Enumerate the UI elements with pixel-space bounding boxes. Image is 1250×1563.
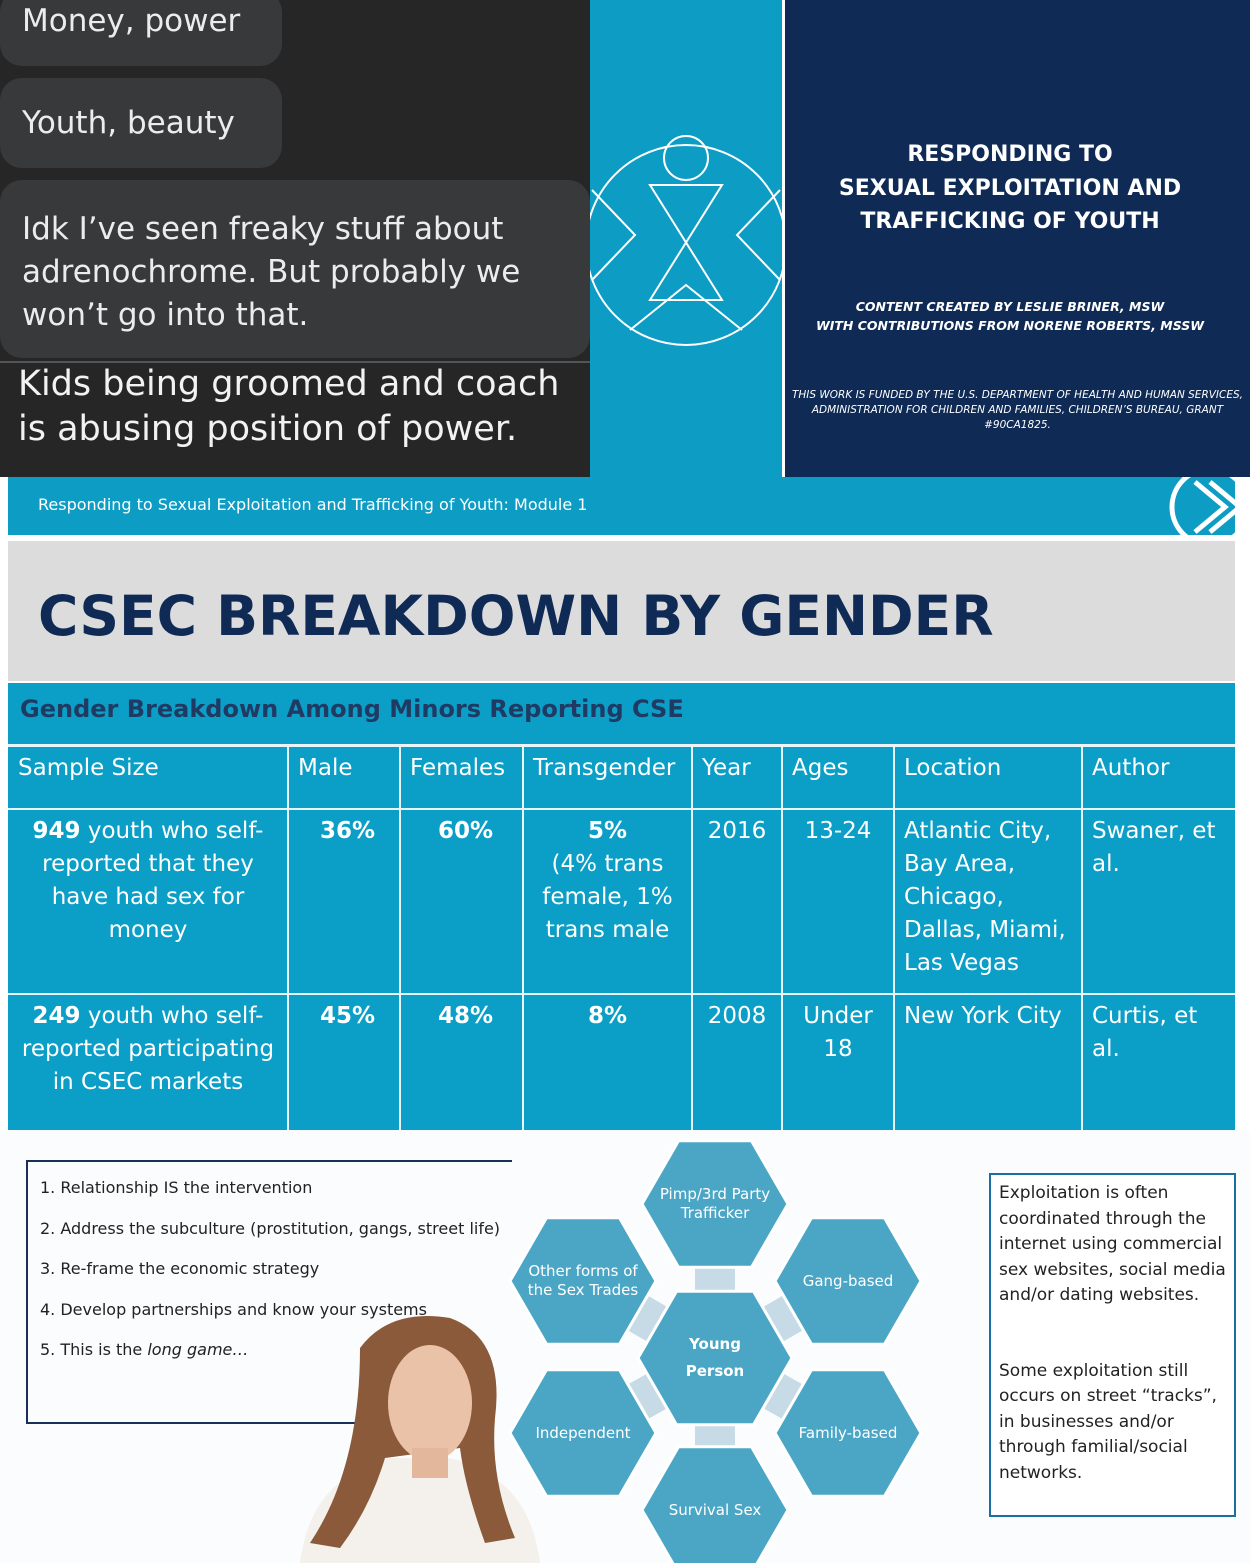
- row-divider: [8, 993, 1235, 995]
- logo-panel: [590, 0, 785, 477]
- females-cell: 48%: [438, 1003, 494, 1029]
- year-cell: 2008: [707, 1003, 767, 1029]
- title-line: TRAFFICKING OF YOUTH: [860, 209, 1160, 234]
- sample-text: youth who self-reported that they have h…: [42, 818, 264, 943]
- hexagon: [773, 1216, 923, 1346]
- author-cell: Swaner, et al.: [1092, 818, 1216, 877]
- location-cell: New York City: [904, 1003, 1062, 1029]
- list-item: 2. Address the subculture (prostitution,…: [40, 1218, 501, 1238]
- sample-text: youth who self-reported participating in…: [21, 1003, 275, 1095]
- table: [8, 683, 1235, 1130]
- credit-line: WITH CONTRIBUTIONS FROM NORENE ROBERTS, …: [815, 318, 1205, 333]
- row-divider: [8, 744, 1235, 747]
- col-divider: [522, 747, 524, 1130]
- col-divider: [1081, 747, 1083, 1130]
- slide-title: CSEC BREAKDOWN BY GENDER: [38, 584, 994, 648]
- credit-line: CONTENT CREATED BY LESLIE BRINER, MSW: [855, 299, 1165, 314]
- col-divider: [691, 747, 693, 1130]
- transgender-value: 5%: [587, 818, 628, 844]
- author-cell: Curtis, et al.: [1092, 1003, 1198, 1062]
- hexagon-label: Family-based: [798, 1423, 898, 1442]
- funding-note: THIS WORK IS FUNDED BY THE U.S. DEPARTME…: [792, 389, 1243, 431]
- hexagon-label: Survival Sex: [668, 1500, 762, 1519]
- sample-cell: 949 youth who self-reported that they ha…: [8, 815, 288, 947]
- hexagon: [508, 1368, 658, 1498]
- list-item: 1. Relationship IS the intervention: [40, 1178, 313, 1197]
- chat-message: Kids being groomed and coach is abusing …: [18, 364, 560, 449]
- column-header: Sample Size: [18, 755, 159, 781]
- hexagon: [636, 1289, 794, 1427]
- list-lead: 5. This is the: [40, 1340, 143, 1359]
- slide: Responding to Sexual Exploitation and Tr…: [0, 477, 1250, 1130]
- hexagon: [508, 1216, 658, 1346]
- title-block: RESPONDING TO SEXUAL EXPLOITATION AND TR…: [785, 138, 1235, 239]
- column-header: Transgender: [533, 755, 676, 781]
- presenter: [300, 1316, 540, 1563]
- male-cell: 45%: [320, 1003, 376, 1029]
- column-header: Ages: [792, 755, 849, 781]
- nav-icon: [1169, 477, 1250, 539]
- box-line: [26, 1422, 406, 1424]
- column-header: Year: [702, 755, 751, 781]
- list-emphasis: long game…: [147, 1340, 249, 1359]
- transgender-cell: 8%: [523, 1000, 692, 1033]
- hexagon-label: Pimp/3rd Party Trafficker: [659, 1185, 771, 1222]
- strategy-list: 1. Relationship IS the intervention 2. A…: [40, 1168, 500, 1371]
- chat-panel: Money, power Youth, beauty Idk I’ve seen…: [0, 0, 590, 477]
- hexagon: [773, 1368, 923, 1498]
- divider: [0, 361, 590, 363]
- hexagon-diagram: [508, 1139, 923, 1563]
- list-item: 5. This is the long game…: [40, 1330, 500, 1371]
- info-paragraph: Exploitation is often coordinated throug…: [999, 1183, 1226, 1305]
- transgender-value: 8%: [587, 1003, 628, 1029]
- column-header: Author: [1092, 755, 1170, 781]
- females-cell: 60%: [438, 818, 494, 844]
- slide-header: [8, 477, 1235, 535]
- info-box: Exploitation is often coordinated throug…: [989, 1173, 1236, 1517]
- hexagon: [640, 1445, 790, 1563]
- table-caption: Gender Breakdown Among Minors Reporting …: [20, 695, 684, 723]
- chat-bubble: Youth, beauty: [0, 78, 282, 168]
- transgender-cell: 5% (4% trans female, 1% trans male: [523, 815, 692, 947]
- chat-bubble: Money, power: [0, 0, 282, 66]
- credits: CONTENT CREATED BY LESLIE BRINER, MSW WI…: [785, 297, 1235, 335]
- sample-cell: 249 youth who self-reported participatin…: [8, 1000, 288, 1099]
- title-line: SEXUAL EXPLOITATION AND: [838, 175, 1182, 201]
- year-cell: 2016: [707, 818, 767, 844]
- panel-bg: [590, 0, 782, 477]
- hexagon: [640, 1139, 790, 1269]
- col-divider: [893, 747, 895, 1130]
- title-band: [8, 541, 1235, 681]
- sample-count: 949: [32, 818, 81, 844]
- column-header: Male: [298, 755, 353, 781]
- list-item: 4. Develop partnerships and know your sy…: [40, 1299, 427, 1319]
- info-paragraph: Some exploitation still occurs on street…: [999, 1360, 1217, 1483]
- location-cell: Atlantic City, Bay Area, Chicago, Dallas…: [904, 818, 1066, 976]
- male-cell: 36%: [320, 818, 376, 844]
- row-divider: [8, 808, 1235, 810]
- sample-count: 249: [32, 1003, 81, 1029]
- bottom-section: 1. Relationship IS the intervention 2. A…: [0, 1130, 1250, 1563]
- title-slide: RESPONDING TO SEXUAL EXPLOITATION AND TR…: [785, 0, 1250, 477]
- hexagon-label: Independent: [535, 1423, 631, 1442]
- column-header: Location: [904, 755, 1002, 781]
- slide-header-text: Responding to Sexual Exploitation and Tr…: [38, 495, 588, 514]
- hexagon-label: Gang-based: [802, 1271, 894, 1290]
- logo: [590, 135, 785, 346]
- col-divider: [781, 747, 783, 1130]
- hexagon-label: Young Person: [685, 1335, 745, 1380]
- chat-bubble: Idk I’ve seen freaky stuff about adrenoc…: [0, 180, 590, 358]
- box-line: [26, 1160, 28, 1424]
- col-divider: [287, 747, 289, 1130]
- transgender-note: (4% trans female, 1% trans male: [542, 851, 673, 943]
- ages-cell: 13-24: [804, 818, 872, 844]
- list-item: 3. Re-frame the economic strategy: [40, 1259, 320, 1278]
- title-line: RESPONDING TO: [907, 142, 1113, 167]
- box-line: [26, 1160, 512, 1162]
- col-divider: [399, 747, 401, 1130]
- column-header: Females: [410, 755, 506, 781]
- ages-cell: Under 18: [803, 1003, 873, 1062]
- hexagon-label: Other forms of the Sex Trades: [527, 1262, 639, 1299]
